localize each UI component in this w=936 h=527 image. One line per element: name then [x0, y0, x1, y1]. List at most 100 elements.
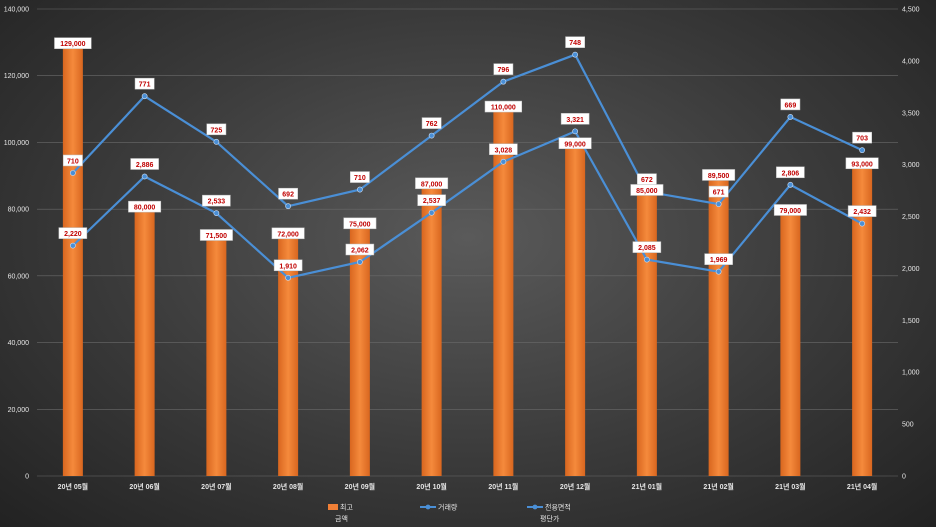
- bar: [852, 165, 873, 476]
- y-left-tick-label: 120,000: [4, 73, 29, 80]
- bar-data-label-box: [558, 137, 592, 150]
- category-label: 21년 04월: [847, 482, 877, 491]
- y-right-tick-label: 4,000: [902, 58, 920, 65]
- bar-data-label: 87,000: [421, 181, 443, 188]
- line-data-label: 2,886: [136, 162, 154, 169]
- legend-label: 평단가: [540, 514, 560, 523]
- line-data-label-box: [421, 117, 442, 129]
- bar-data-label-box: [128, 200, 162, 213]
- line-data-label: 703: [856, 136, 868, 143]
- bar-data-label: 79,000: [780, 208, 802, 215]
- y-right-tick-label: 1,000: [902, 370, 920, 377]
- y-left-tick-label: 140,000: [4, 7, 29, 14]
- line-point: [859, 220, 866, 227]
- y-right-tick-label: 3,500: [902, 110, 920, 117]
- bar-data-label-box: [415, 177, 449, 190]
- line-data-label-box: [704, 253, 733, 265]
- series-line: [72, 129, 863, 279]
- bar: [421, 185, 442, 477]
- bar: [708, 177, 729, 477]
- line-data-label-box: [350, 171, 370, 183]
- bar: [349, 225, 370, 476]
- line-data-label: 692: [282, 192, 294, 199]
- line-data-label: 796: [498, 67, 510, 74]
- bar-data-label-box: [484, 100, 523, 113]
- bar-data-label-box: [702, 169, 736, 181]
- line-data-label: 669: [785, 102, 797, 109]
- line-data-label-box: [565, 36, 585, 48]
- line-point: [356, 186, 363, 193]
- y-right-tick-label: 500: [902, 422, 914, 429]
- line-point: [643, 256, 650, 263]
- legend-swatch-bar: [328, 504, 338, 510]
- line-point: [500, 78, 507, 85]
- line-data-label: 1,969: [710, 257, 728, 264]
- line-data-label-box: [847, 205, 877, 217]
- y-left-tick-label: 80,000: [8, 207, 30, 214]
- line-data-label-box: [130, 158, 159, 170]
- y-left-tick-label: 0: [25, 474, 29, 481]
- line-data-label-box: [345, 243, 375, 256]
- line-point: [715, 201, 722, 208]
- line-point: [141, 173, 148, 180]
- line-point: [213, 138, 220, 145]
- line-data-label-box: [58, 227, 88, 239]
- line-point: [572, 51, 579, 58]
- category-label: 20년 09월: [345, 482, 375, 491]
- bar-data-label: 80,000: [134, 205, 156, 212]
- line-data-label: 2,220: [64, 231, 82, 238]
- line-point: [787, 114, 794, 120]
- category-axis: 20년 05월 20년 06월 20년 07월 20년 08월 20년 09월 20년 1…: [58, 482, 878, 491]
- category-label: 20년 10월: [416, 482, 446, 491]
- category-label: 20년 08월: [273, 482, 303, 491]
- line-point: [69, 242, 76, 249]
- line-data-label-box: [273, 259, 303, 272]
- legend-label: 거래량: [438, 503, 458, 512]
- bar-data-label: 93,000: [851, 161, 873, 168]
- line-point: [500, 158, 507, 165]
- bar-data-label: 71,500: [206, 233, 228, 240]
- line-data-label-box: [852, 131, 872, 144]
- bar-data-label-box: [271, 227, 305, 240]
- line-data-label-box: [708, 185, 729, 198]
- line-data-label-box: [780, 98, 801, 111]
- y-right-tick-label: 1,500: [902, 318, 920, 325]
- right-axis-ticks: 0 500 1,000 1,500 2,000 2,500 3,000 3,500 4,000 4…: [902, 7, 920, 481]
- category-label: 20년 05월: [58, 482, 88, 491]
- bar-data-label: 129,000: [60, 41, 85, 48]
- line-data-label-box: [202, 194, 231, 207]
- bar-data-label-box: [199, 229, 233, 241]
- line-data-label-box: [560, 113, 590, 125]
- line-data-label-box: [493, 63, 514, 75]
- bar-data-label-box: [845, 157, 879, 170]
- line-data-label: 748: [569, 40, 581, 47]
- line-data-label-box: [632, 241, 662, 253]
- line-point: [428, 209, 435, 216]
- line-series: [69, 51, 866, 281]
- category-label: 21년 01월: [632, 482, 662, 491]
- line-data-label-box: [489, 143, 518, 156]
- line-point: [285, 274, 292, 281]
- gridlines: [37, 8, 898, 477]
- line-point: [141, 93, 148, 100]
- line-point: [428, 132, 435, 139]
- series-line: [72, 53, 863, 208]
- bar-data-label: 75,000: [349, 221, 371, 228]
- bar-data-label: 72,000: [277, 231, 299, 238]
- y-right-tick-label: 0: [902, 474, 906, 481]
- legend-label: 최고: [340, 503, 353, 512]
- legend-swatch-point: [425, 504, 431, 510]
- y-left-tick-label: 60,000: [8, 273, 30, 280]
- line-data-label: 2,533: [208, 199, 226, 206]
- bar-data-label: 99,000: [564, 141, 586, 148]
- bar: [636, 192, 657, 476]
- bar: [493, 109, 514, 477]
- y-left-tick-label: 100,000: [4, 140, 29, 147]
- line-point: [69, 170, 76, 176]
- bar-data-label-box: [773, 204, 807, 216]
- line-point: [859, 147, 866, 154]
- line-point: [356, 259, 363, 265]
- bar-series: [62, 45, 873, 477]
- line-data-label-box: [278, 187, 298, 200]
